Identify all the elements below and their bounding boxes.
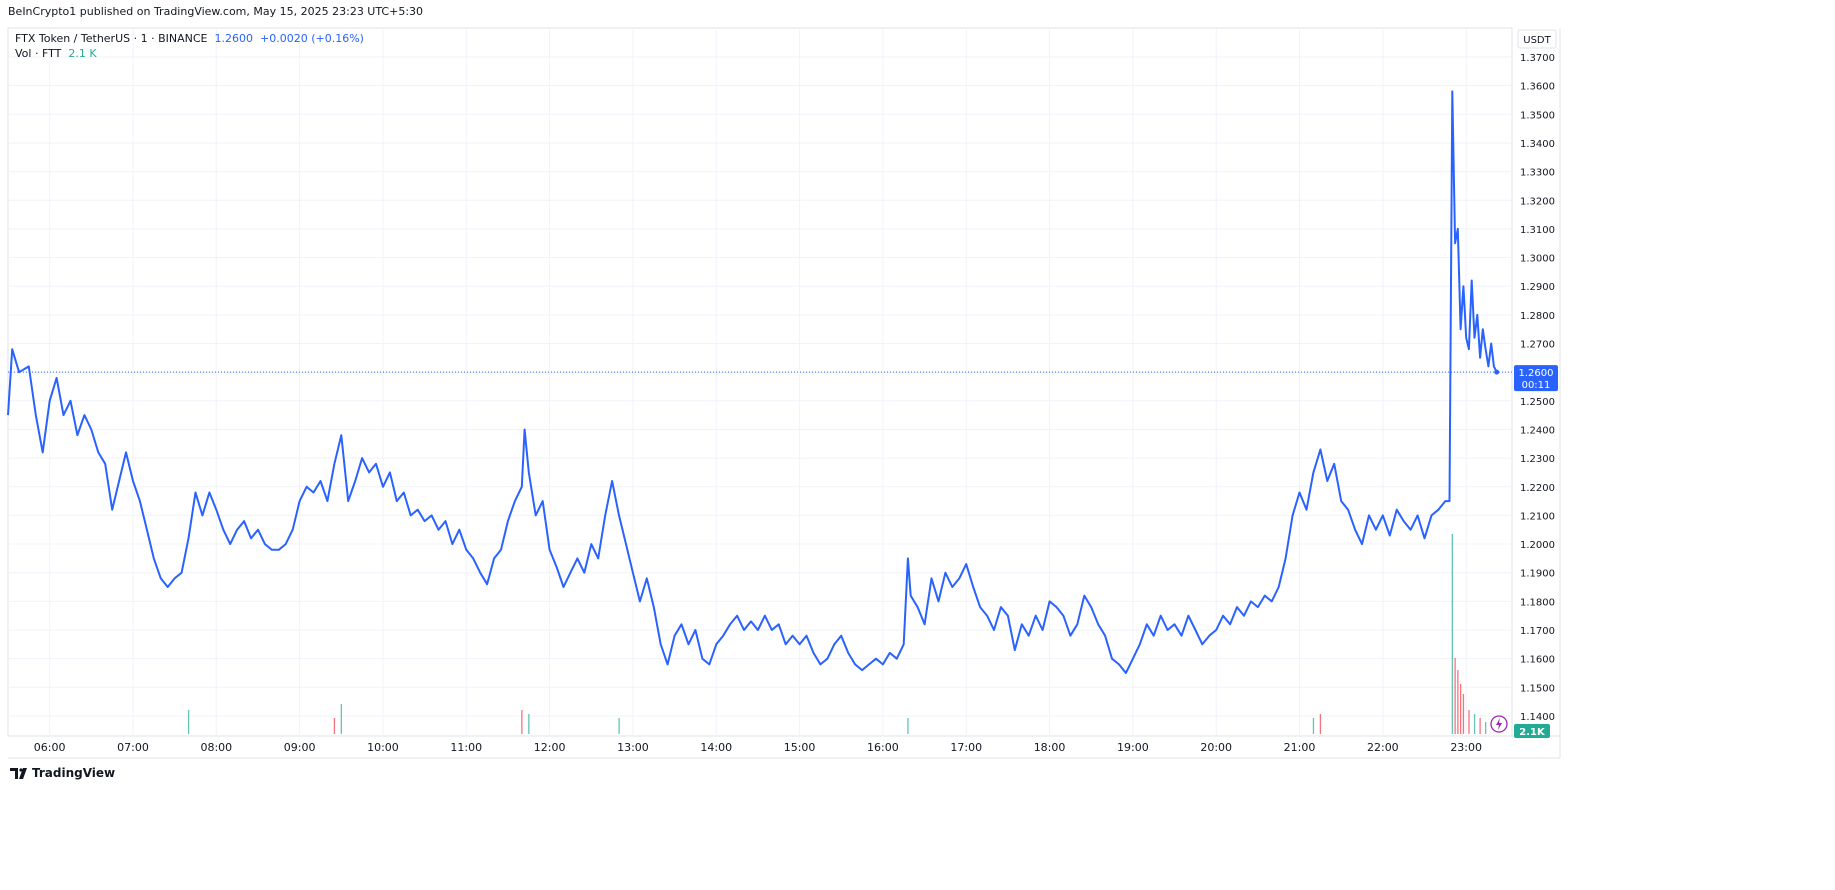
time-tick-label: 10:00 — [367, 741, 399, 754]
price-tick-label: 1.3700 — [1520, 53, 1555, 64]
volume-bars — [187, 534, 1487, 734]
price-tick-label: 1.2500 — [1520, 397, 1555, 408]
price-tick-label: 1.2000 — [1520, 540, 1555, 551]
volume-badge — [1514, 724, 1550, 738]
grid — [7, 27, 1561, 759]
volume-bar — [1454, 658, 1456, 734]
price-tick-label: 1.3100 — [1520, 225, 1555, 236]
last-price-badge: 1.2600 00:11 — [1514, 365, 1558, 392]
volume-bar — [1460, 684, 1462, 734]
time-tick-label: 13:00 — [617, 741, 649, 754]
volume-bar — [340, 704, 342, 734]
price-tick-label: 1.3500 — [1520, 110, 1555, 121]
price-tick-label: 1.3200 — [1520, 196, 1555, 207]
volume-bar — [528, 714, 530, 734]
price-tick-label: 1.1500 — [1520, 683, 1555, 694]
tradingview-logo-text: TradingView — [32, 766, 116, 780]
legend-price: 1.2600 — [214, 32, 254, 45]
price-tick-label: 1.2800 — [1520, 311, 1555, 322]
price-tick-label: 1.1700 — [1520, 626, 1555, 637]
time-tick-label: 16:00 — [867, 741, 899, 754]
volume-bar — [1451, 534, 1453, 734]
time-tick-label: 11:00 — [450, 741, 482, 754]
time-tick-label: 06:00 — [34, 741, 66, 754]
tradingview-logo[interactable]: TradingView — [10, 766, 115, 780]
price-tick-label: 1.1400 — [1520, 712, 1555, 723]
volume-bar — [1468, 710, 1470, 734]
price-tick-label: 1.2300 — [1520, 454, 1555, 465]
time-tick-label: 21:00 — [1284, 741, 1316, 754]
volume-bar — [1485, 722, 1487, 734]
price-tick-label: 1.3300 — [1520, 168, 1555, 179]
time-tick-label: 14:00 — [700, 741, 732, 754]
time-tick-label: 20:00 — [1200, 741, 1232, 754]
volume-bar — [1479, 718, 1481, 734]
volume-bar — [1312, 718, 1315, 734]
volume-badge-label: 2.1K — [1519, 727, 1546, 738]
price-tick-label: 1.1600 — [1520, 655, 1555, 666]
price-tick-label: 1.2900 — [1520, 282, 1555, 293]
volume-label: Vol · FTT — [15, 47, 62, 60]
tradingview-logo-icon — [10, 767, 27, 779]
unit-label: USDT — [1523, 35, 1551, 46]
price-tick-label: 1.1900 — [1520, 569, 1555, 580]
time-tick-label: 22:00 — [1367, 741, 1399, 754]
unit-box[interactable] — [1517, 29, 1557, 49]
price-line — [7, 90, 1498, 674]
volume-bar — [333, 718, 336, 734]
price-tick-label: 1.3600 — [1520, 82, 1555, 93]
volume-bar — [1462, 694, 1465, 734]
time-tick-label: 12:00 — [534, 741, 566, 754]
last-price-label: 1.2600 — [1519, 368, 1554, 379]
published-note: BeInCrypto1 published on TradingView.com… — [8, 5, 424, 18]
time-tick-label: 07:00 — [117, 741, 149, 754]
symbol-name: FTX Token / TetherUS · 1 · BINANCE — [15, 32, 208, 45]
price-axis: 1.3700 1.3600 1.3500 1.3400 1.3300 1.3200 1.31… — [1520, 53, 1555, 723]
volume-bar — [907, 718, 909, 734]
time-tick-label: 08:00 — [200, 741, 232, 754]
price-tick-label: 1.2100 — [1520, 511, 1555, 522]
volume-legend[interactable]: Vol · FTT 2.1 K — [15, 46, 364, 61]
legend-change: +0.0020 (+0.16%) — [260, 32, 364, 45]
countdown-label: 00:11 — [1522, 380, 1551, 391]
time-tick-label: 15:00 — [784, 741, 816, 754]
price-tick-label: 1.3400 — [1520, 139, 1555, 150]
volume-bar — [1473, 714, 1476, 734]
time-tick-label: 23:00 — [1450, 741, 1482, 754]
symbol-legend[interactable]: FTX Token / TetherUS · 1 · BINANCE 1.260… — [15, 31, 364, 46]
last-point — [1494, 369, 1500, 375]
price-tick-label: 1.1800 — [1520, 597, 1555, 608]
time-tick-label: 18:00 — [1034, 741, 1066, 754]
price-tick-label: 1.3000 — [1520, 254, 1555, 265]
price-tick-label: 1.2400 — [1520, 425, 1555, 436]
time-tick-label: 09:00 — [284, 741, 316, 754]
price-tick-label: 1.2200 — [1520, 483, 1555, 494]
volume-bar — [187, 710, 190, 734]
lightning-icon[interactable] — [1490, 715, 1508, 733]
chart-legend: FTX Token / TetherUS · 1 · BINANCE 1.260… — [15, 31, 364, 61]
time-tick-label: 19:00 — [1117, 741, 1149, 754]
price-tick-label: 1.2700 — [1520, 340, 1555, 351]
volume-bar — [618, 718, 620, 734]
volume-value: 2.1 K — [68, 47, 97, 60]
time-tick-label: 17:00 — [950, 741, 982, 754]
volume-bar — [1319, 714, 1322, 734]
volume-bar — [521, 710, 523, 734]
volume-bar — [1457, 670, 1459, 734]
time-axis: 06:00 07:00 08:00 09:00 10:00 11:00 12:00 13:00… — [34, 741, 1482, 754]
